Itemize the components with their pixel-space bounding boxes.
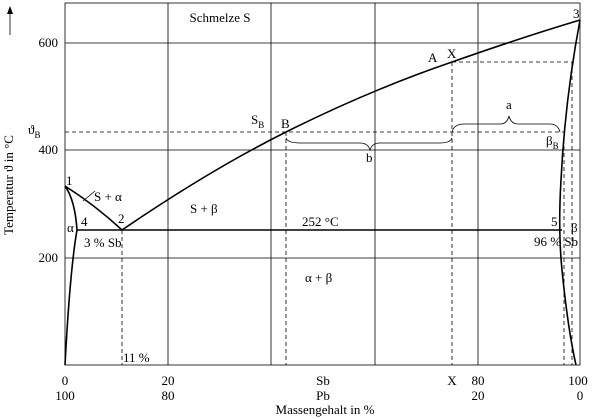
label: 3 % Sb	[84, 235, 122, 250]
label: a	[506, 97, 512, 112]
x-tick-label: X	[447, 373, 457, 388]
label: 11 %	[123, 350, 150, 365]
x-tick-label: 0	[577, 388, 584, 403]
label: α	[67, 220, 74, 235]
dashed-lines	[65, 61, 573, 365]
x-tick-label: 20	[472, 388, 485, 403]
x-axis-label: Massengehalt in %	[276, 402, 375, 417]
label: S + α	[94, 189, 122, 204]
y-tick-label: 200	[39, 250, 59, 265]
title: Schmelze S	[189, 10, 250, 25]
y-tick-label: 600	[39, 35, 59, 50]
x-tick-label: 100	[568, 373, 588, 388]
label: A	[428, 50, 438, 65]
label: βB	[546, 133, 559, 151]
label: X	[447, 46, 457, 61]
label: 2	[118, 211, 125, 226]
y-tick-label: 400	[39, 142, 59, 157]
x-tick-label: Pb	[316, 388, 330, 403]
label: ϑB	[28, 122, 40, 140]
x-tick-label: 20	[162, 373, 175, 388]
grid	[7, 2, 581, 366]
x-tick-label: 100	[55, 388, 75, 403]
labels: Schmelze S A X 3 SB B a b ϑB βB 1 S + α …	[1, 6, 588, 417]
label: 96 % Sb	[534, 234, 578, 249]
y-axis-label: Temperatur ϑ in °C	[1, 135, 16, 235]
label: B	[281, 116, 290, 131]
phase-boundaries	[64, 19, 581, 366]
label: 4	[81, 214, 88, 229]
x-tick-label: 0	[62, 373, 69, 388]
label: α + β	[305, 270, 333, 285]
label: S + β	[190, 201, 218, 216]
label: 1	[66, 173, 73, 188]
label: SB	[251, 112, 264, 130]
label: 3	[573, 6, 580, 21]
x-tick-label: 80	[162, 388, 175, 403]
label: 5	[551, 214, 558, 229]
label: β	[571, 220, 578, 235]
label: 252 °C	[302, 214, 339, 229]
label: b	[366, 150, 373, 165]
x-tick-label: 80	[472, 373, 485, 388]
x-tick-label: Sb	[316, 373, 330, 388]
